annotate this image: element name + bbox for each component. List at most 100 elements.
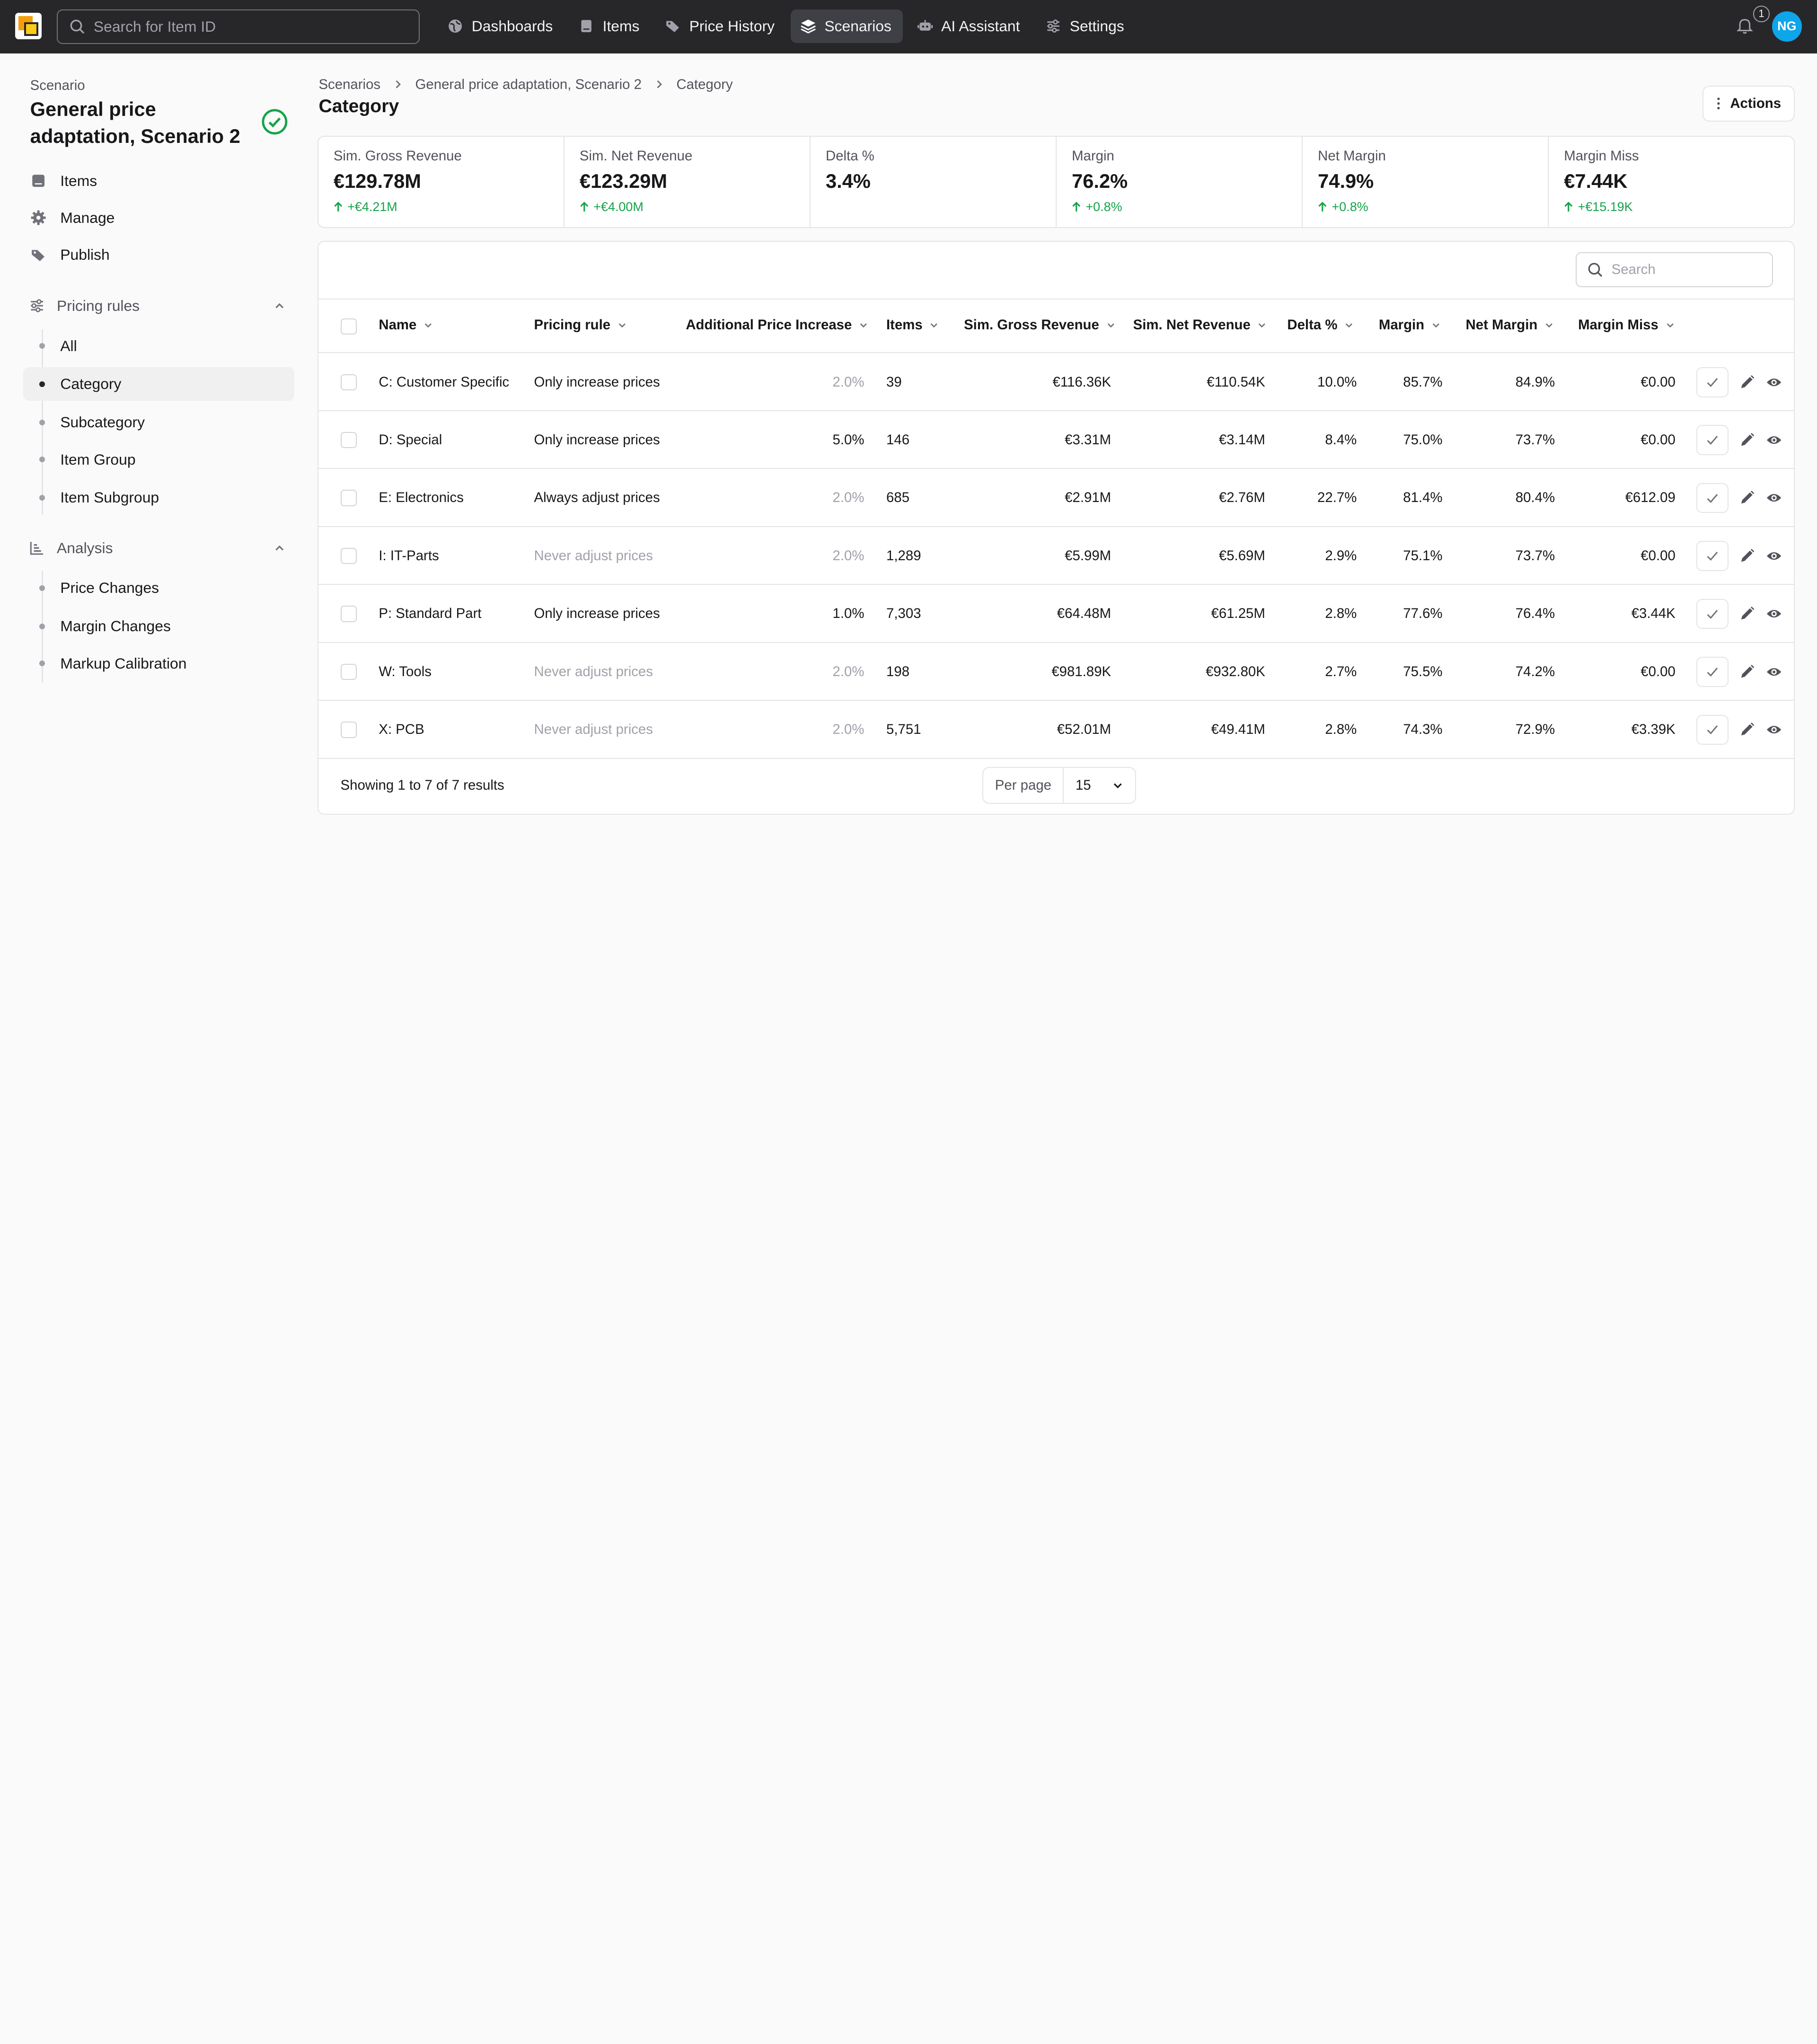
pencil-icon[interactable] [1739,374,1755,390]
table-row[interactable]: P: Standard Part Only increase prices 1.0%… [318,585,1794,643]
user-avatar[interactable]: NG [1772,11,1802,42]
nav-price-history[interactable]: Price History [656,9,786,43]
nav-settings[interactable]: Settings [1036,9,1136,43]
rule-item-item-group[interactable]: Item Group [23,443,294,476]
check-icon [1707,725,1718,735]
item-search-input[interactable] [93,18,395,35]
approve-button[interactable] [1696,425,1729,455]
table-row[interactable]: X: PCB Never adjust prices 2.0% 5,751 €52.01… [318,701,1794,759]
cell-name: W: Tools [379,663,432,679]
column-header-sim-net-revenue[interactable]: Sim. Net Revenue [1133,317,1267,333]
row-checkbox[interactable] [340,490,357,506]
nav-dashboards-label: Dashboards [471,17,553,35]
approve-button[interactable] [1696,541,1729,571]
rule-item-item-subgroup[interactable]: Item Subgroup [23,481,294,514]
table-row[interactable]: E: Electronics Always adjust prices 2.0% 68… [318,469,1794,527]
nav-dashboards[interactable]: Dashboards [438,9,565,43]
app-logo[interactable] [15,12,42,40]
column-header-sim-gross-revenue[interactable]: Sim. Gross Revenue [964,317,1115,333]
table-search-box[interactable] [1576,252,1773,287]
analysis-item-margin-changes[interactable]: Margin Changes [23,609,294,643]
category-table-card: Name Pricing rule Additional Price Increas… [318,241,1795,815]
row-checkbox[interactable] [340,432,357,449]
column-header-label: Name [379,317,417,333]
book-icon [32,175,44,187]
chevron-down-icon [1667,323,1674,328]
pencil-icon[interactable] [1739,548,1755,564]
table-search-input[interactable] [1611,262,1762,278]
approve-button[interactable] [1696,714,1729,745]
analysis-item-price-changes[interactable]: Price Changes [23,571,294,605]
cell-margin: 81.4% [1403,490,1443,506]
cell-gross: €3.31M [1065,432,1111,448]
chevron-down-icon [424,323,432,328]
approve-button[interactable] [1696,657,1729,687]
stat-value: 76.2% [1072,170,1128,193]
select-all-checkbox[interactable] [340,318,357,335]
eye-icon[interactable] [1766,374,1782,390]
approve-button[interactable] [1696,483,1729,513]
eye-icon[interactable] [1766,606,1782,622]
nav-ai-assistant[interactable]: AI Assistant [908,9,1032,43]
eye-icon[interactable] [1766,548,1782,564]
row-checkbox[interactable] [340,374,357,390]
column-header-name[interactable]: Name [379,317,432,333]
pencil-icon[interactable] [1739,722,1755,738]
eye-icon[interactable] [1766,490,1782,506]
breadcrumb-scenario[interactable]: General price adaptation, Scenario 2 [415,76,642,92]
chevron-up-icon[interactable] [273,299,286,313]
table-header: Name Pricing rule Additional Price Increas… [318,299,1794,353]
rule-item-all[interactable]: All [23,329,294,363]
cell-miss: €3.39K [1631,722,1676,738]
bell-icon[interactable] [1736,18,1754,35]
pencil-icon[interactable] [1739,490,1755,506]
row-checkbox[interactable] [340,722,357,738]
chevron-up-icon[interactable] [273,541,286,555]
rule-item-subcategory[interactable]: Subcategory [23,405,294,439]
table-row[interactable]: W: Tools Never adjust prices 2.0% 198 €981.8… [318,643,1794,701]
nav-items[interactable]: Items [569,9,651,43]
column-header-items[interactable]: Items [886,317,939,333]
column-header-additional-price-increase[interactable]: Additional Price Increase [686,317,868,333]
bar-chart-icon [30,542,44,555]
chevron-right-icon [657,80,662,89]
column-header-label: Sim. Net Revenue [1133,317,1251,333]
analysis-item-markup-calibration[interactable]: Markup Calibration [23,647,294,680]
analysis-item-label: Margin Changes [60,617,171,635]
column-header-pricing-rule[interactable]: Pricing rule [534,317,627,333]
analysis-section[interactable]: Analysis [29,537,286,560]
approve-button[interactable] [1696,367,1729,397]
pricing-rules-section[interactable]: Pricing rules [29,294,286,317]
pencil-icon[interactable] [1739,606,1755,622]
rule-item-category[interactable]: Category [23,367,295,401]
sidebar-item-publish[interactable]: Publish [30,243,110,266]
actions-button[interactable]: Actions [1702,86,1795,122]
table-row[interactable]: I: IT-Parts Never adjust prices 2.0% 1,289 €… [318,527,1794,585]
row-checkbox[interactable] [340,606,357,622]
column-header-margin-miss[interactable]: Margin Miss [1578,317,1675,333]
cell-gross: €64.48M [1057,606,1111,622]
column-header-net-margin[interactable]: Net Margin [1466,317,1554,333]
table-row[interactable]: D: Special Only increase prices 5.0% 146 €3.… [318,411,1794,469]
pencil-icon[interactable] [1739,664,1755,680]
row-checkbox[interactable] [340,663,357,680]
eye-icon[interactable] [1766,664,1782,680]
row-checkbox[interactable] [340,547,357,564]
eye-icon[interactable] [1766,722,1782,738]
pencil-icon[interactable] [1739,432,1755,448]
breadcrumb-scenarios[interactable]: Scenarios [318,76,381,92]
stat-delta-value: +0.8% [1332,199,1368,214]
column-header-delta[interactable]: Delta % [1287,317,1353,333]
item-search-box[interactable] [57,9,420,44]
column-header-label: Pricing rule [534,317,611,333]
cell-miss: €0.00 [1641,374,1676,390]
eye-icon[interactable] [1766,432,1782,448]
column-header-margin[interactable]: Margin [1379,317,1441,333]
sidebar-item-manage[interactable]: Manage [30,206,115,229]
approve-button[interactable] [1696,599,1729,629]
nav-scenarios[interactable]: Scenarios [791,9,903,43]
table-row[interactable]: C: Customer Specific Only increase prices… [318,353,1794,411]
sidebar-item-items[interactable]: Items [30,169,97,193]
page-title: Category [318,96,399,117]
per-page-select[interactable]: 15 [1064,777,1135,793]
